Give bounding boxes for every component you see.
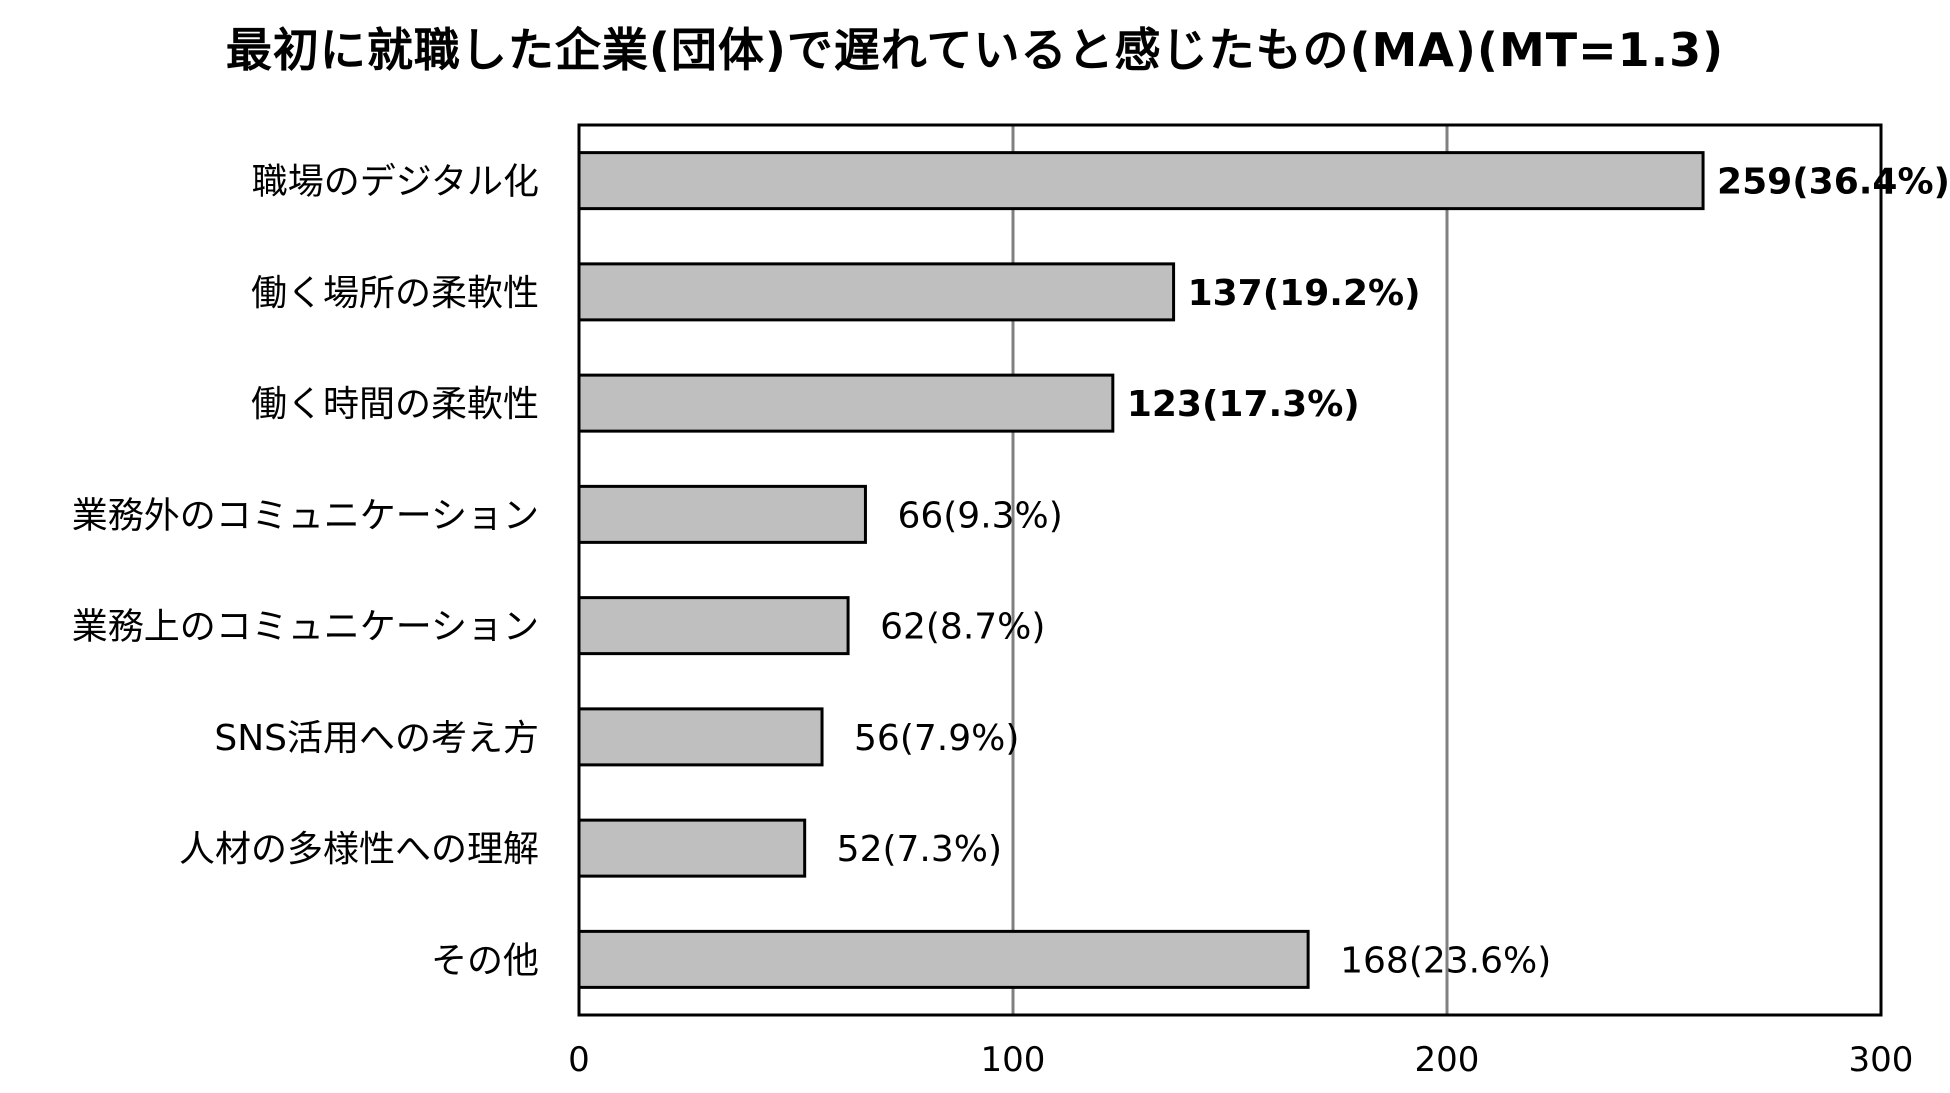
x-tick-label: 300 [1849,1040,1914,1080]
category-labels: 職場のデジタル化働く場所の柔軟性働く時間の柔軟性業務外のコミュニケーション業務上… [72,162,539,982]
x-tick-label: 200 [1415,1040,1480,1080]
category-label: 業務外のコミュニケーション [72,495,539,536]
data-label: 66(9.3%) [897,495,1062,536]
data-label: 56(7.9%) [854,718,1019,759]
category-label: 職場のデジタル化 [252,162,539,203]
category-label: 働く時間の柔軟性 [251,384,539,425]
x-tick-label: 100 [981,1040,1046,1080]
bar [577,373,1115,433]
x-tick-labels: 0 100 200 300 [568,1040,1913,1080]
data-label: 137(19.2%) [1188,273,1421,314]
x-tick-label: 0 [568,1040,590,1080]
category-label: その他 [431,940,539,981]
bar [577,262,1176,322]
data-label: 168(23.6%) [1340,940,1551,981]
bars [577,151,1705,989]
bar [577,818,807,878]
bar [577,596,850,656]
bar [577,484,867,544]
plot-frame [577,123,1883,1017]
data-label: 123(17.3%) [1127,384,1360,425]
data-label: 259(36.4%) [1717,162,1950,203]
category-label: SNS活用への考え方 [214,718,539,759]
bar [577,707,824,767]
chart-title: 最初に就職した企業(団体)で遅れていると感じたもの(MA)(MT=1.3) [225,23,1725,77]
category-label: 人材の多様性への理解 [179,829,539,870]
category-label: 業務上のコミュニケーション [72,607,539,648]
gridlines [1011,125,1449,1015]
data-label: 62(8.7%) [880,607,1045,648]
bar [577,929,1310,989]
category-label: 働く場所の柔軟性 [251,273,539,314]
data-labels: 259(36.4%) 137(19.2%) 123(17.3%) 66(9.3%) 62… [837,162,1950,982]
bar [577,151,1705,211]
data-label: 52(7.3%) [837,829,1002,870]
